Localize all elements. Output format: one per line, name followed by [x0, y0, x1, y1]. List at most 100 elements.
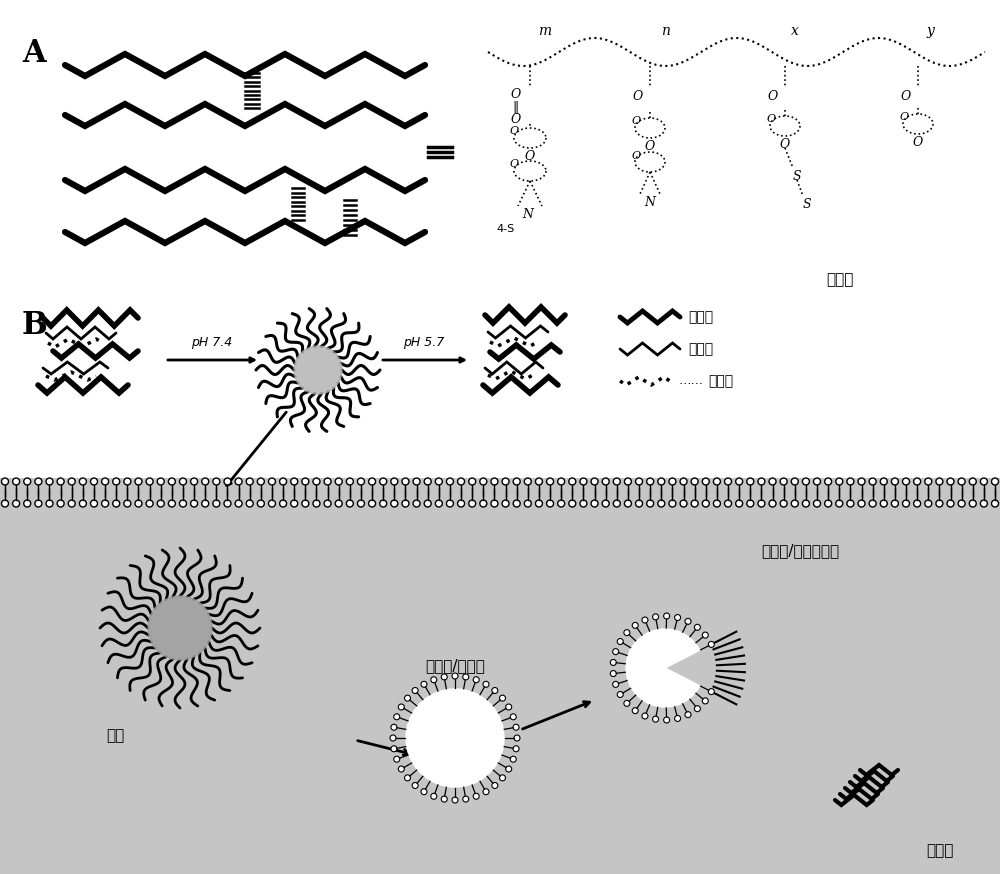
Text: n: n [661, 24, 669, 38]
Text: O: O [766, 114, 776, 124]
Circle shape [547, 478, 554, 485]
Circle shape [602, 478, 609, 485]
Circle shape [458, 500, 465, 507]
Circle shape [413, 500, 420, 507]
Circle shape [836, 500, 843, 507]
Text: O: O [511, 88, 521, 101]
Circle shape [702, 478, 709, 485]
Circle shape [513, 746, 519, 752]
Circle shape [691, 500, 698, 507]
Circle shape [335, 478, 342, 485]
Circle shape [446, 500, 453, 507]
Text: O: O [899, 112, 909, 122]
Circle shape [431, 676, 437, 683]
Circle shape [685, 711, 691, 718]
Circle shape [280, 500, 287, 507]
Polygon shape [148, 596, 212, 660]
Circle shape [510, 714, 516, 720]
Circle shape [992, 500, 998, 507]
Circle shape [825, 500, 832, 507]
Circle shape [569, 478, 576, 485]
Circle shape [79, 478, 86, 485]
Circle shape [969, 500, 976, 507]
Circle shape [914, 478, 921, 485]
Circle shape [624, 700, 630, 706]
Circle shape [903, 478, 910, 485]
Polygon shape [294, 346, 342, 394]
Circle shape [702, 698, 708, 704]
Circle shape [313, 500, 320, 507]
Circle shape [235, 478, 242, 485]
Circle shape [157, 500, 164, 507]
Circle shape [491, 500, 498, 507]
Circle shape [658, 500, 665, 507]
Circle shape [346, 478, 353, 485]
Text: A: A [22, 38, 46, 69]
Circle shape [653, 614, 659, 620]
Circle shape [713, 478, 720, 485]
Circle shape [847, 478, 854, 485]
Circle shape [480, 478, 487, 485]
Circle shape [791, 478, 798, 485]
Circle shape [313, 478, 320, 485]
Circle shape [90, 500, 97, 507]
Circle shape [569, 500, 576, 507]
Circle shape [324, 500, 331, 507]
Circle shape [647, 478, 654, 485]
Circle shape [483, 788, 489, 794]
Circle shape [642, 617, 648, 623]
Circle shape [441, 796, 447, 802]
Polygon shape [442, 725, 468, 751]
Circle shape [791, 500, 798, 507]
Circle shape [725, 500, 732, 507]
Circle shape [2, 500, 8, 507]
Text: y: y [926, 24, 934, 38]
Circle shape [580, 500, 587, 507]
Circle shape [46, 478, 53, 485]
Text: ‖: ‖ [513, 101, 519, 114]
Circle shape [492, 782, 498, 788]
Circle shape [858, 478, 865, 485]
Text: O: O [631, 151, 641, 161]
Circle shape [441, 674, 447, 680]
Circle shape [836, 478, 843, 485]
Circle shape [380, 500, 387, 507]
Circle shape [880, 500, 887, 507]
Circle shape [802, 478, 809, 485]
Circle shape [613, 682, 619, 687]
Text: pH 5.7: pH 5.7 [403, 336, 445, 349]
Circle shape [473, 794, 479, 799]
Circle shape [191, 500, 198, 507]
Text: m: m [538, 24, 552, 38]
Text: 亲水性: 亲水性 [688, 342, 713, 356]
Circle shape [324, 478, 331, 485]
Text: 内吱: 内吱 [106, 728, 124, 743]
Circle shape [642, 713, 648, 719]
Circle shape [391, 746, 397, 752]
Circle shape [669, 500, 676, 507]
Circle shape [394, 714, 400, 720]
Circle shape [202, 478, 209, 485]
Circle shape [825, 478, 832, 485]
Text: O: O [780, 138, 790, 151]
Circle shape [79, 500, 86, 507]
Circle shape [213, 478, 220, 485]
Circle shape [268, 500, 275, 507]
Circle shape [452, 797, 458, 803]
Circle shape [57, 478, 64, 485]
Circle shape [632, 708, 638, 714]
Circle shape [394, 756, 400, 762]
Circle shape [685, 619, 691, 624]
Circle shape [610, 670, 616, 676]
Circle shape [421, 788, 427, 794]
Circle shape [179, 478, 186, 485]
Circle shape [357, 500, 364, 507]
Circle shape [463, 796, 469, 802]
Circle shape [135, 500, 142, 507]
Circle shape [280, 478, 287, 485]
Circle shape [636, 500, 643, 507]
Circle shape [68, 500, 75, 507]
Circle shape [24, 500, 31, 507]
Circle shape [35, 500, 42, 507]
Circle shape [391, 500, 398, 507]
